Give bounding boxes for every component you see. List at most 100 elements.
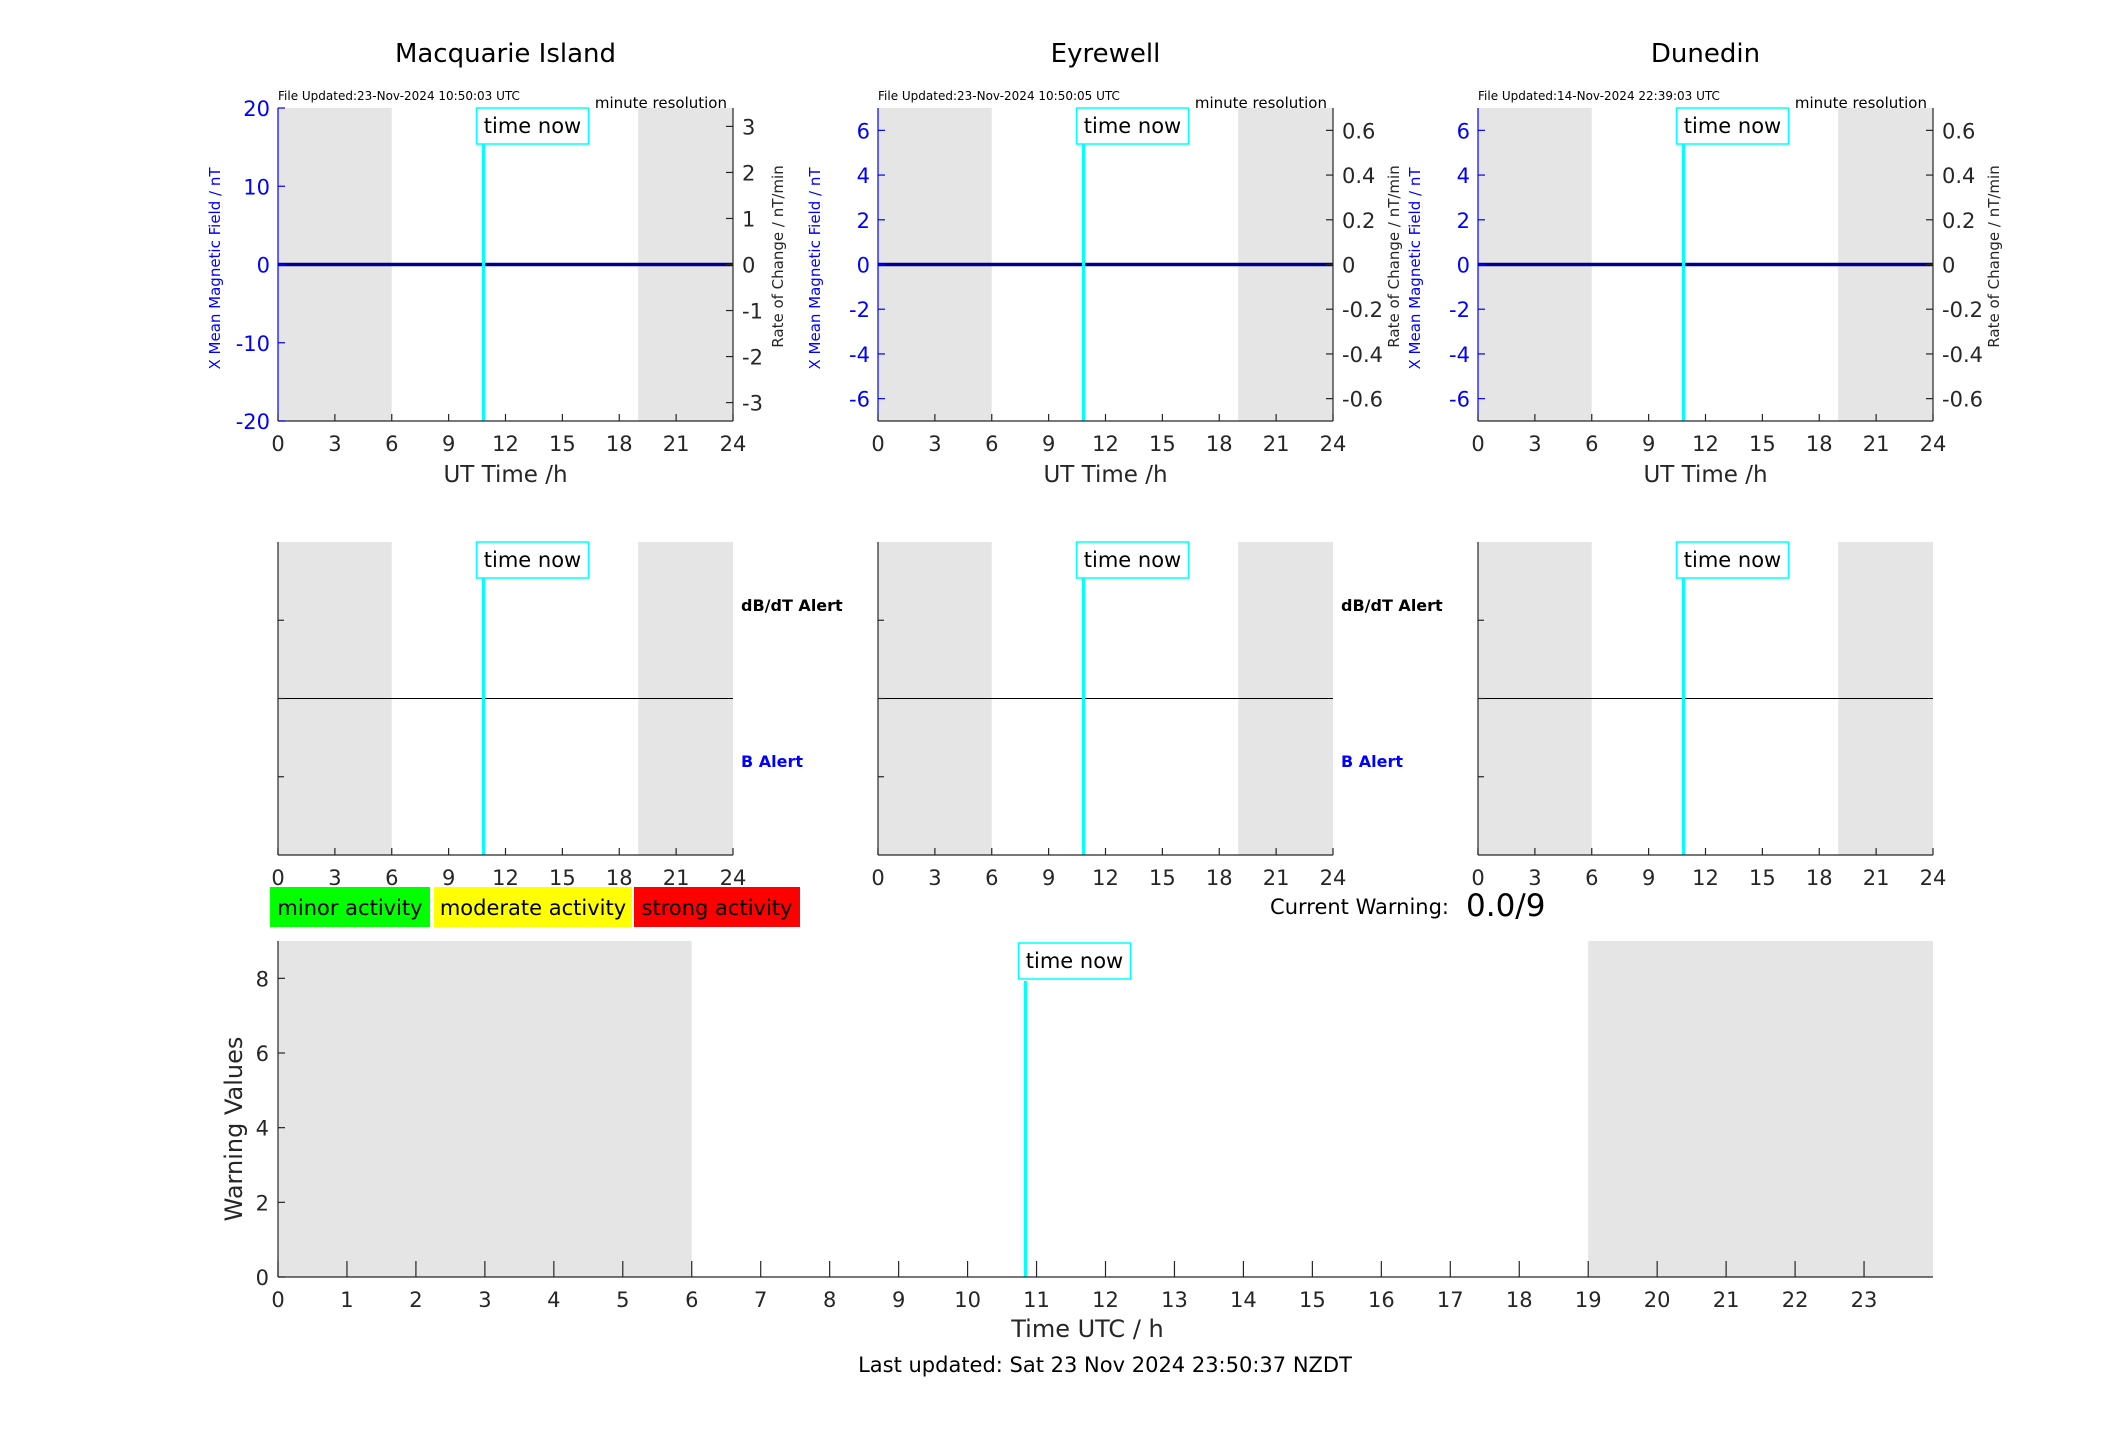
station-0-x-tick-label: 24 [720, 432, 747, 456]
alert-1-x-tick-label: 9 [1042, 866, 1055, 890]
alert-0-time-now-label: time now [484, 548, 581, 572]
warning-x-tick-label: 1 [340, 1288, 353, 1312]
warning-x-tick-label: 11 [1023, 1288, 1050, 1312]
station-2-x-tick-label: 21 [1863, 432, 1890, 456]
station-1-y-left-tick-label: -2 [849, 298, 870, 322]
station-0-x-tick-label: 12 [492, 432, 519, 456]
station-2-y-right-tick-label: 0 [1942, 254, 1955, 278]
station-0-y-left-label: X Mean Magnetic Field / nT [206, 167, 224, 370]
station-2-y-right-tick-label: 0.2 [1942, 209, 1975, 233]
warning-x-tick-label: 16 [1368, 1288, 1395, 1312]
station-2-y-right-label: Rate of Change / nT/min [1985, 165, 2003, 347]
alert-0-x-tick-label: 9 [442, 866, 455, 890]
station-2-x-label: UT Time /h [1643, 462, 1767, 488]
alert-0-x-tick-label: 18 [606, 866, 633, 890]
legend-minor-label: minor activity [277, 896, 422, 920]
alert-2-x-tick-label: 3 [1528, 866, 1541, 890]
station-1-x-label: UT Time /h [1043, 462, 1167, 488]
station-1-x-tick-label: 21 [1263, 432, 1290, 456]
current-warning-label: Current Warning: [1270, 895, 1449, 919]
station-2-y-left-label: X Mean Magnetic Field / nT [1406, 167, 1424, 370]
station-1-time-now-label: time now [1084, 114, 1181, 138]
station-1-y-left-tick-label: -6 [849, 388, 870, 412]
warning-x-tick-label: 8 [823, 1288, 836, 1312]
station-2-x-tick-label: 3 [1528, 432, 1541, 456]
alert-2-x-tick-label: 21 [1863, 866, 1890, 890]
alert-2-x-tick-label: 0 [1471, 866, 1484, 890]
warning-x-tick-label: 17 [1437, 1288, 1464, 1312]
station-0-y-left-tick-label: -20 [236, 410, 270, 434]
warning-x-tick-label: 12 [1092, 1288, 1119, 1312]
station-1-y-right-tick-label: 0.4 [1342, 164, 1375, 188]
alert-0-time-now-box [475, 541, 590, 579]
station-0-y-right-tick-label: 1 [742, 207, 755, 231]
station-0-title: Macquarie Island [395, 39, 616, 69]
warning-y-tick-label: 4 [256, 1117, 269, 1141]
alert-1-x-tick-label: 3 [928, 866, 941, 890]
station-2-y-right-tick-label: 0.6 [1942, 119, 1975, 143]
station-2-y-right-tick-label: 0.4 [1942, 164, 1975, 188]
station-2-time-now-box [1675, 107, 1790, 145]
legend-minor-swatch [270, 887, 430, 927]
alert-1-x-tick-label: 6 [985, 866, 998, 890]
station-2-y-left-tick-label: 6 [1457, 119, 1470, 143]
station-2-y-left-tick-label: -2 [1449, 298, 1470, 322]
alert-1-x-tick-label: 18 [1206, 866, 1233, 890]
warning-night-band [278, 941, 692, 1277]
warning-x-tick-label: 18 [1506, 1288, 1533, 1312]
station-2-y-left-tick-label: -4 [1449, 343, 1470, 367]
warning-x-tick-label: 19 [1575, 1288, 1602, 1312]
station-0-y-right-tick-label: 3 [742, 115, 755, 139]
alert-0-x-tick-label: 0 [271, 866, 284, 890]
station-0-y-right-tick-label: 0 [742, 254, 755, 278]
alert-0-x-tick-label: 15 [549, 866, 576, 890]
station-1-y-right-tick-label: 0 [1342, 254, 1355, 278]
station-0-time-now-box [475, 107, 590, 145]
station-0-y-left-tick-label: 20 [243, 97, 270, 121]
station-1-y-right-tick-label: -0.2 [1342, 298, 1383, 322]
station-2-x-tick-label: 12 [1692, 432, 1719, 456]
station-0-y-left-tick-label: -10 [236, 332, 270, 356]
station-1-title: Eyrewell [1051, 39, 1161, 69]
alert-0-x-tick-label: 3 [328, 866, 341, 890]
legend-moderate-label: moderate activity [440, 896, 626, 920]
station-2-x-tick-label: 24 [1920, 432, 1947, 456]
station-2-file-updated: File Updated:14-Nov-2024 22:39:03 UTC [1478, 89, 1720, 103]
warning-x-tick-label: 13 [1161, 1288, 1188, 1312]
alert-1-x-tick-label: 21 [1263, 866, 1290, 890]
warning-time-now-box [1017, 942, 1132, 980]
alert-1-time-now-label: time now [1084, 548, 1181, 572]
station-1-y-left-tick-label: 4 [857, 164, 870, 188]
alert-1-x-tick-label: 12 [1092, 866, 1119, 890]
warning-x-tick-label: 15 [1299, 1288, 1326, 1312]
station-1-x-tick-label: 9 [1042, 432, 1055, 456]
station-2-y-right-tick-label: -0.4 [1942, 343, 1983, 367]
alert-1-x-tick-label: 15 [1149, 866, 1176, 890]
warning-y-tick-label: 2 [256, 1191, 269, 1215]
alert-1-x-tick-label: 0 [871, 866, 884, 890]
station-1-y-left-tick-label: 2 [857, 209, 870, 233]
current-warning-value: 0.0/9 [1466, 888, 1545, 924]
station-0-y-right-tick-label: 2 [742, 161, 755, 185]
alert-2-time-now-label: time now [1684, 548, 1781, 572]
last-updated: Last updated: Sat 23 Nov 2024 23:50:37 N… [858, 1353, 1352, 1377]
warning-night-band [1588, 941, 1933, 1277]
warning-x-tick-label: 23 [1851, 1288, 1878, 1312]
station-0-y-right-label: Rate of Change / nT/min [769, 165, 787, 347]
station-0-y-left-tick-label: 10 [243, 175, 270, 199]
alert-2-x-tick-label: 9 [1642, 866, 1655, 890]
warning-y-tick-label: 6 [256, 1042, 269, 1066]
station-1-y-left-tick-label: 6 [857, 119, 870, 143]
warning-y-tick-label: 8 [256, 967, 269, 991]
warning-y-tick-label: 0 [256, 1266, 269, 1290]
legend-strong-swatch [634, 887, 800, 927]
warning-x-tick-label: 3 [478, 1288, 491, 1312]
alert-0-dbdt-alert: dB/dT Alert [741, 596, 843, 615]
warning-x-tick-label: 2 [409, 1288, 422, 1312]
station-0-y-right-tick-label: -3 [742, 392, 763, 416]
station-2-x-tick-label: 9 [1642, 432, 1655, 456]
station-1-y-right-tick-label: 0.2 [1342, 209, 1375, 233]
station-0-x-tick-label: 15 [549, 432, 576, 456]
station-2-x-tick-label: 15 [1749, 432, 1776, 456]
